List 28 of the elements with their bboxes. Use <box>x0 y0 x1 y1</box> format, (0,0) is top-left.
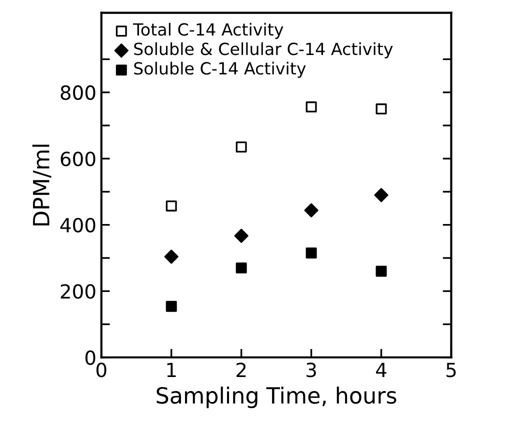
point <box>304 203 318 218</box>
y-tick-label: 0 <box>85 350 96 366</box>
point <box>166 200 177 212</box>
x-tick-label: 0 <box>96 362 106 378</box>
point <box>306 248 317 259</box>
x-tick-label: 4 <box>376 362 386 378</box>
point <box>164 250 178 264</box>
y-tick-label: 400 <box>60 218 96 233</box>
point <box>166 300 177 312</box>
x-tick-label: 3 <box>306 362 316 378</box>
point <box>236 142 247 153</box>
point <box>234 228 248 243</box>
x-tick-label: 5 <box>446 362 456 378</box>
x-tick-label: 2 <box>236 362 246 378</box>
point <box>236 262 247 274</box>
y-tick-label: 600 <box>60 152 96 166</box>
point <box>374 188 388 202</box>
y-tick-label: 200 <box>60 284 96 299</box>
point <box>306 101 317 112</box>
x-axis-title: Sampling Time, hours <box>156 386 396 408</box>
x-tick-label: 1 <box>167 362 176 378</box>
point <box>376 103 387 114</box>
y-axis-title: DPM/ml <box>32 144 52 226</box>
legend-label: Soluble & Cellular C-14 Activity <box>134 42 393 58</box>
legend-label: Total C-14 Activity <box>133 22 284 39</box>
point <box>376 266 387 277</box>
y-tick-label: 800 <box>60 85 96 100</box>
legend-label: Soluble C-14 Activity <box>134 62 306 78</box>
